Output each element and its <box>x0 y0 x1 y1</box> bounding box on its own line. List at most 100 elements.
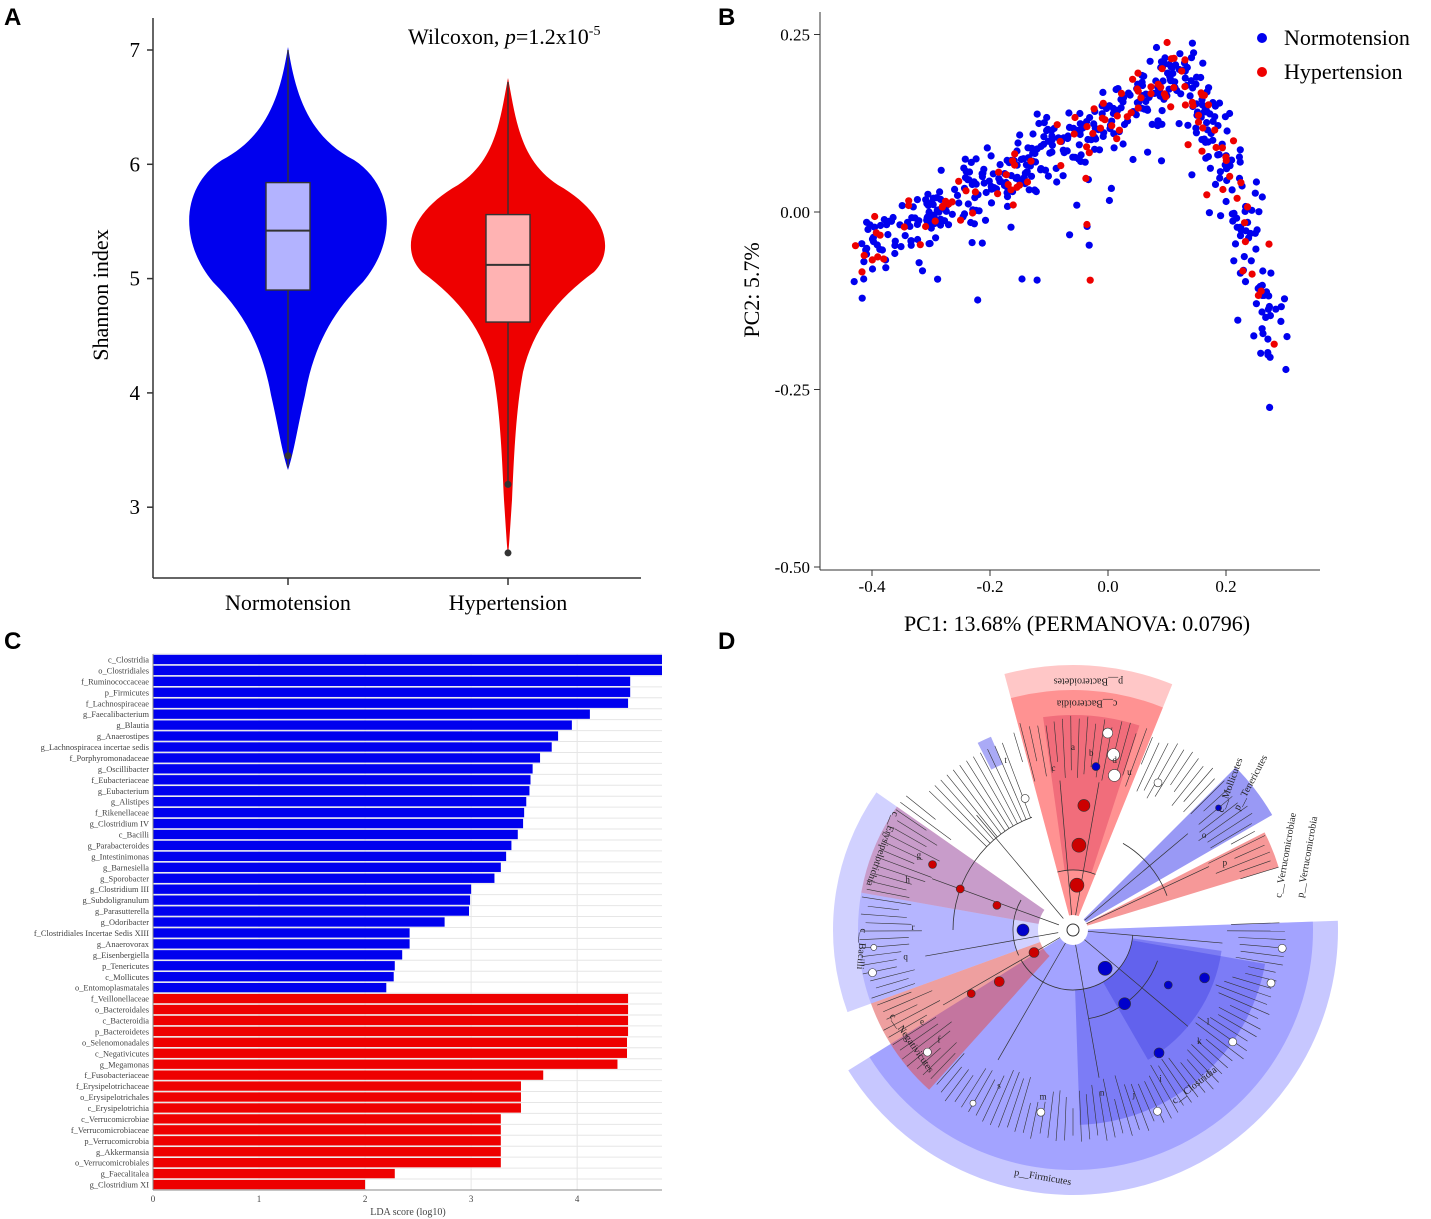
point-normotension <box>1215 99 1224 107</box>
point-hypertension <box>1113 135 1121 143</box>
node-letter-label: n <box>1100 1087 1105 1097</box>
tree-leaf-branch <box>1141 737 1153 765</box>
point-hypertension <box>1229 137 1238 145</box>
point-normotension <box>974 296 982 304</box>
violin-chart: Shannon index Wilcoxon, p=1.2x10-5 7 6 5 4 3… <box>88 18 641 615</box>
node-letter-label: d <box>1112 755 1117 765</box>
point-normotension <box>1266 312 1274 320</box>
tree-leaf-branch <box>1070 715 1072 771</box>
tree-main-branch <box>1059 780 1073 916</box>
point-normotension <box>1152 43 1161 52</box>
point-normotension <box>1146 57 1154 65</box>
lda-bar-normotension <box>153 928 410 938</box>
point-normotension <box>987 199 996 207</box>
tree-leaf-branch <box>982 1075 1005 1122</box>
point-normotension <box>1099 88 1107 96</box>
lda-category-label: g_Parabacteroides <box>88 841 149 850</box>
point-normotension <box>1222 197 1230 206</box>
point-normotension <box>1216 168 1224 176</box>
tree-leaf-branch <box>883 990 933 1012</box>
point-normotension <box>971 194 979 202</box>
point-hypertension <box>1083 143 1091 151</box>
tree-leaf-branch <box>1218 1014 1257 1038</box>
tree-node-neutral <box>1102 727 1114 739</box>
lda-bar-normotension <box>153 840 512 851</box>
lda-bar-normotension <box>153 950 403 960</box>
tree-leaf-branch <box>1019 723 1036 782</box>
point-normotension <box>1040 119 1048 127</box>
outlier-point <box>504 480 512 488</box>
point-hypertension <box>971 188 980 196</box>
tree-leaf-branch <box>975 1079 996 1116</box>
tree-main-branch <box>1084 939 1189 1027</box>
point-hypertension <box>1167 55 1175 63</box>
tree-leaf-branch <box>1037 725 1047 777</box>
point-normotension <box>1158 107 1166 115</box>
tree-leaf-branch <box>1146 743 1178 799</box>
point-normotension <box>1247 257 1255 265</box>
point-normotension <box>1014 139 1022 147</box>
tree-main-branch <box>976 814 1064 919</box>
point-hypertension <box>1162 93 1170 101</box>
point-hypertension <box>1089 129 1097 138</box>
tree-leaf-branch <box>860 913 907 918</box>
lda-category-label: c_Bacteroidia <box>102 1017 149 1026</box>
lda-category-label: p_Verrucomicrobia <box>84 1137 149 1146</box>
point-normotension <box>1129 155 1137 164</box>
tree-leaf-branch <box>1130 1083 1150 1131</box>
lda-category-label: g_Akkermansia <box>96 1148 149 1157</box>
point-normotension <box>1192 129 1200 137</box>
point-normotension <box>1027 172 1036 180</box>
lda-bar-normotension <box>153 731 559 741</box>
point-normotension <box>1144 106 1152 114</box>
lda-bar-normotension <box>153 764 533 774</box>
node-letter-label: h <box>905 875 910 885</box>
lda-bar-normotension <box>153 775 531 785</box>
point-hypertension <box>1134 104 1142 112</box>
tree-root-node <box>1066 923 1080 937</box>
point-normotension <box>862 246 870 254</box>
pcoa-x-tick-label: -0.2 <box>977 577 1004 596</box>
point-hypertension <box>1194 111 1203 119</box>
point-normotension <box>1110 144 1118 152</box>
point-hypertension <box>1056 137 1064 146</box>
lda-bar-normotension <box>153 676 631 687</box>
point-hypertension <box>1239 267 1247 275</box>
tree-leaf-branch <box>1064 1097 1067 1141</box>
point-normotension <box>1157 157 1166 165</box>
point-hypertension <box>969 209 977 217</box>
tree-leaf-branch <box>1090 723 1097 768</box>
sector-negativicutes <box>870 941 1050 1090</box>
point-normotension <box>876 221 885 230</box>
point-hypertension <box>860 251 868 259</box>
tree-leaf-branch <box>966 760 1010 829</box>
lda-category-label: g_Clostridium III <box>90 885 149 894</box>
point-normotension <box>1033 276 1041 284</box>
lda-category-label: f_Erysipelotrichaceae <box>76 1082 149 1091</box>
point-normotension <box>1044 172 1052 180</box>
wilcoxon-p: p <box>503 24 516 49</box>
tree-leaf-branch <box>1138 1083 1155 1122</box>
point-normotension <box>1023 168 1031 176</box>
point-hypertension <box>868 256 876 264</box>
point-hypertension <box>1181 101 1189 109</box>
tree-leaf-branch <box>1053 721 1059 762</box>
tree-arc <box>1057 869 1096 875</box>
point-normotension <box>1267 269 1275 277</box>
sector-small-patch <box>977 736 1003 770</box>
point-normotension <box>1029 130 1037 138</box>
point-normotension <box>1124 89 1133 97</box>
lda-bar-normotension <box>153 851 507 862</box>
tree-node-neutral <box>969 1099 977 1107</box>
tree-main-branch <box>925 932 1059 957</box>
point-normotension <box>1258 308 1266 316</box>
point-hypertension <box>1009 201 1017 209</box>
tree-main-branch <box>1075 782 1100 916</box>
lda-bar-normotension <box>153 906 470 916</box>
point-normotension <box>911 214 919 222</box>
tree-node-hypertension <box>1069 877 1085 893</box>
lda-category-label: g_Blautia <box>116 721 149 730</box>
tree-leaf-branch <box>1170 751 1193 786</box>
